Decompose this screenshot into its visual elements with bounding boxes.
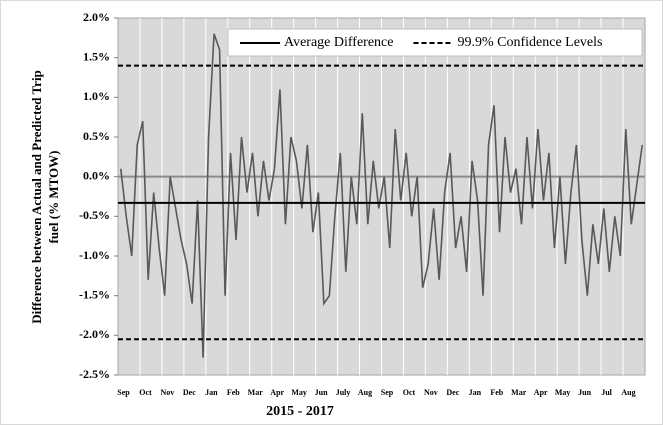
x-tick-label: Feb bbox=[490, 388, 503, 397]
x-tick-label: May bbox=[555, 388, 571, 397]
x-tick-label: Aug bbox=[358, 388, 372, 397]
x-tick-label: Nov bbox=[161, 388, 175, 397]
legend bbox=[227, 28, 643, 57]
y-axis-title: Difference between Actual and Predicted … bbox=[29, 70, 44, 324]
y-tick-label: -2.0% bbox=[79, 327, 110, 341]
legend-label: 99.9% Confidence Levels bbox=[457, 35, 602, 50]
x-tick-label: May bbox=[291, 388, 307, 397]
x-tick-label: Oct bbox=[139, 388, 152, 397]
x-axis-title: 2015 - 2017 bbox=[266, 404, 334, 419]
x-tick-label: Feb bbox=[227, 388, 240, 397]
x-tick-label: Mar bbox=[511, 388, 527, 397]
x-tick-label: Jan bbox=[205, 388, 218, 397]
x-tick-label: Apr bbox=[534, 388, 548, 397]
y-tick-label: -2.5% bbox=[79, 367, 110, 381]
y-tick-label: 1.5% bbox=[83, 49, 110, 63]
x-tick-label: Jan bbox=[469, 388, 482, 397]
x-tick-label: Dec bbox=[446, 388, 459, 397]
x-tick-label: Oct bbox=[403, 388, 416, 397]
x-tick-label: July bbox=[336, 388, 351, 397]
legend-label: Average Difference bbox=[284, 35, 393, 50]
y-tick-label: 1.0% bbox=[83, 89, 110, 103]
x-tick-label: Aug bbox=[621, 388, 635, 397]
x-tick-label: Nov bbox=[424, 388, 438, 397]
y-tick-label: -1.5% bbox=[79, 287, 110, 301]
data-line bbox=[119, 33, 644, 358]
y-axis-title: fuel (% MTOW) bbox=[46, 151, 61, 244]
y-tick-label: -0.5% bbox=[79, 208, 110, 222]
x-tick-label: Jul bbox=[601, 388, 612, 397]
y-tick-label: 0.5% bbox=[83, 129, 110, 143]
x-tick-label: Sep bbox=[117, 388, 130, 397]
y-tick-label: -1.0% bbox=[79, 248, 110, 262]
y-tick-label: 0.0% bbox=[83, 168, 110, 182]
x-tick-label: Dec bbox=[183, 388, 196, 397]
x-tick-label: Jun bbox=[315, 388, 328, 397]
x-tick-label: Sep bbox=[381, 388, 394, 397]
x-tick-label: Apr bbox=[270, 388, 284, 397]
x-tick-label: Jun bbox=[578, 388, 591, 397]
y-tick-label: 2.0% bbox=[83, 10, 110, 24]
x-tick-label: Mar bbox=[248, 388, 264, 397]
